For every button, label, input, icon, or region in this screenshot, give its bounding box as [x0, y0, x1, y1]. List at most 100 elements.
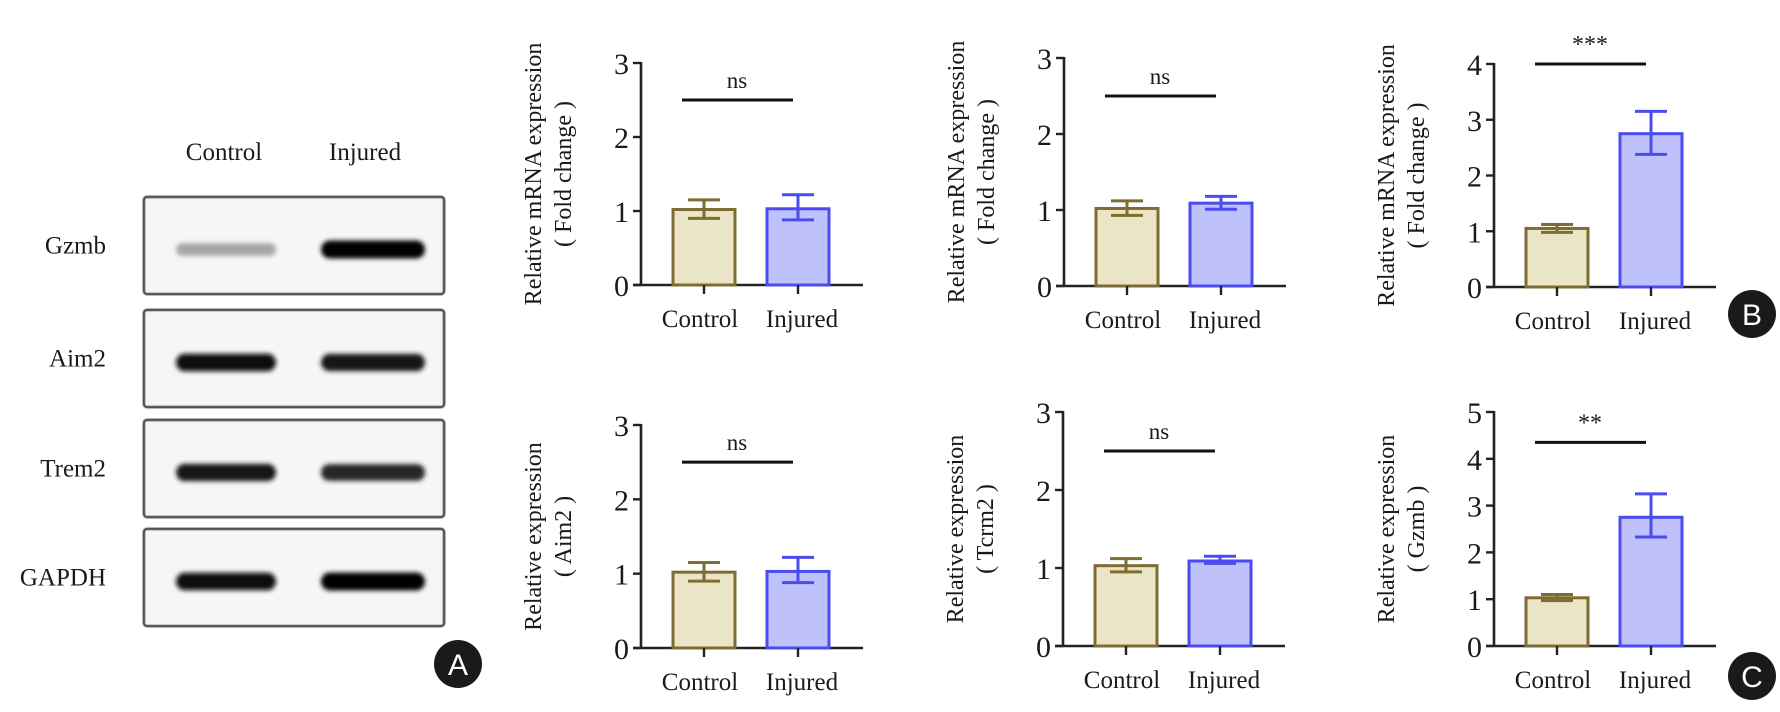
y-tick-label: 3	[1467, 491, 1482, 524]
blot-band	[321, 240, 425, 259]
blot-band	[176, 243, 276, 256]
y-axis-title-line: ( Tcrm2 )	[973, 484, 999, 574]
y-tick-label: 2	[1037, 119, 1052, 152]
y-tick-label: 0	[614, 270, 629, 303]
y-tick-label: 1	[614, 559, 629, 592]
y-axis-title-line: Relative expression	[521, 442, 547, 631]
blot-row-aim2: Aim2	[49, 308, 446, 409]
x-tick-label: Control	[662, 306, 738, 333]
bar-injured	[1188, 201, 1254, 288]
bar-injured	[1618, 132, 1684, 289]
x-tick-label: Injured	[1189, 307, 1262, 334]
bar-control	[671, 570, 737, 650]
blot-row-label: Gzmb	[45, 233, 106, 260]
y-tick-label: 2	[1036, 475, 1051, 508]
x-tick-label: Control	[662, 669, 738, 696]
y-axis-title-line: Relative mRNA expression	[944, 41, 970, 304]
y-tick-label: 2	[1467, 537, 1482, 570]
y-tick-label: 3	[1467, 105, 1482, 138]
blot-row-gapdh: GAPDH	[20, 527, 446, 628]
chart-mrna-3: 0 1 2 3 4 Relative mRNA expression( Fold chan…	[1374, 32, 1716, 335]
blot-membrane	[142, 527, 446, 628]
x-tick-label: Control	[1515, 308, 1591, 335]
y-tick-label: 3	[1037, 43, 1052, 76]
blot-membrane	[142, 195, 446, 296]
chart-protein-trem2: 0 1 2 3 Relative expression( Tcrm2 ) Control I…	[943, 397, 1285, 694]
bar-control	[1093, 564, 1159, 648]
blot-band	[321, 572, 425, 591]
x-tick-label: Injured	[766, 306, 839, 333]
blot-band	[321, 464, 425, 481]
blot-band	[176, 353, 276, 372]
x-tick-label: Control	[1084, 667, 1160, 694]
lane-label-injured: Injured	[329, 139, 402, 166]
y-tick-label: 2	[614, 484, 629, 517]
y-tick-label: 4	[1467, 444, 1482, 477]
badge-letter: C	[1741, 661, 1763, 694]
y-tick-label: 0	[1467, 631, 1482, 664]
chart-mrna-1: 0 1 2 3 Relative mRNA expression( Fold chang…	[521, 43, 863, 333]
bar-control	[671, 208, 737, 287]
panel-badge-b: B	[1728, 290, 1776, 338]
significance-label: ***	[1572, 32, 1608, 58]
blot-row-label: GAPDH	[20, 565, 106, 592]
significance-label: **	[1578, 410, 1602, 436]
badge-letter: A	[448, 649, 468, 682]
x-tick-label: Control	[1085, 307, 1161, 334]
bar-injured	[765, 569, 831, 650]
blot-row-label: Trem2	[40, 456, 106, 483]
y-tick-label: 0	[1037, 271, 1052, 304]
blot-row-trem2: Trem2	[40, 418, 446, 519]
panel-badge-a: A	[434, 640, 482, 688]
y-tick-label: 3	[1036, 397, 1051, 430]
blot-membrane	[142, 418, 446, 519]
chart-protein-aim2: 0 1 2 3 Relative expression( Aim2 ) Control In…	[521, 410, 863, 696]
x-tick-label: Injured	[1188, 667, 1261, 694]
bar-control	[1094, 206, 1160, 288]
blot-membrane	[142, 308, 446, 409]
chart-protein-gzmb: 0 1 2 3 4 5 Relative expression( Gzmb ) Control…	[1374, 397, 1716, 694]
y-tick-label: 3	[614, 48, 629, 81]
significance-label: ns	[1149, 419, 1170, 444]
y-tick-label: 1	[1037, 195, 1052, 228]
badge-letter: B	[1742, 299, 1762, 332]
y-axis-title-line: Relative mRNA expression	[521, 43, 547, 306]
y-tick-label: 1	[1467, 216, 1482, 249]
significance-label: ns	[1150, 64, 1171, 89]
significance-label: ns	[727, 430, 748, 455]
western-blot-panel: Control Injured Gzmb Aim2 Trem2 GAPDH	[20, 139, 446, 628]
blot-band	[176, 572, 276, 591]
y-tick-label: 0	[1036, 631, 1051, 664]
y-axis-title-line: Relative mRNA expression	[1374, 44, 1400, 307]
bar-control	[1524, 596, 1590, 648]
panel-badge-c: C	[1728, 652, 1776, 700]
badge-circle	[1728, 290, 1776, 338]
y-tick-label: 1	[614, 196, 629, 229]
x-tick-label: Control	[1515, 667, 1591, 694]
significance-label: ns	[727, 68, 748, 93]
x-tick-label: Injured	[766, 669, 839, 696]
y-axis-title-line: ( Fold change )	[974, 99, 1000, 245]
blot-band	[321, 353, 425, 372]
y-axis-title-line: ( Gzmb )	[1404, 486, 1430, 573]
badge-circle	[434, 640, 482, 688]
blot-row-gzmb: Gzmb	[45, 195, 446, 296]
bar-injured	[1618, 515, 1684, 648]
y-tick-label: 2	[614, 122, 629, 155]
y-axis-title-line: ( Fold change )	[1404, 103, 1430, 249]
chart-mrna-2: 0 1 2 3 Relative mRNA expression( Fold chang…	[944, 41, 1286, 334]
y-axis-title-line: Relative expression	[943, 435, 969, 624]
y-tick-label: 4	[1467, 49, 1482, 82]
blot-band	[176, 463, 276, 482]
lane-label-control: Control	[186, 139, 262, 166]
y-tick-label: 2	[1467, 161, 1482, 194]
badge-circle	[1728, 652, 1776, 700]
y-tick-label: 0	[614, 633, 629, 666]
y-tick-label: 5	[1467, 397, 1482, 430]
y-tick-label: 1	[1467, 584, 1482, 617]
bar-injured	[1187, 559, 1253, 648]
y-tick-label: 3	[614, 410, 629, 443]
x-tick-label: Injured	[1619, 667, 1692, 694]
y-tick-label: 1	[1036, 553, 1051, 586]
